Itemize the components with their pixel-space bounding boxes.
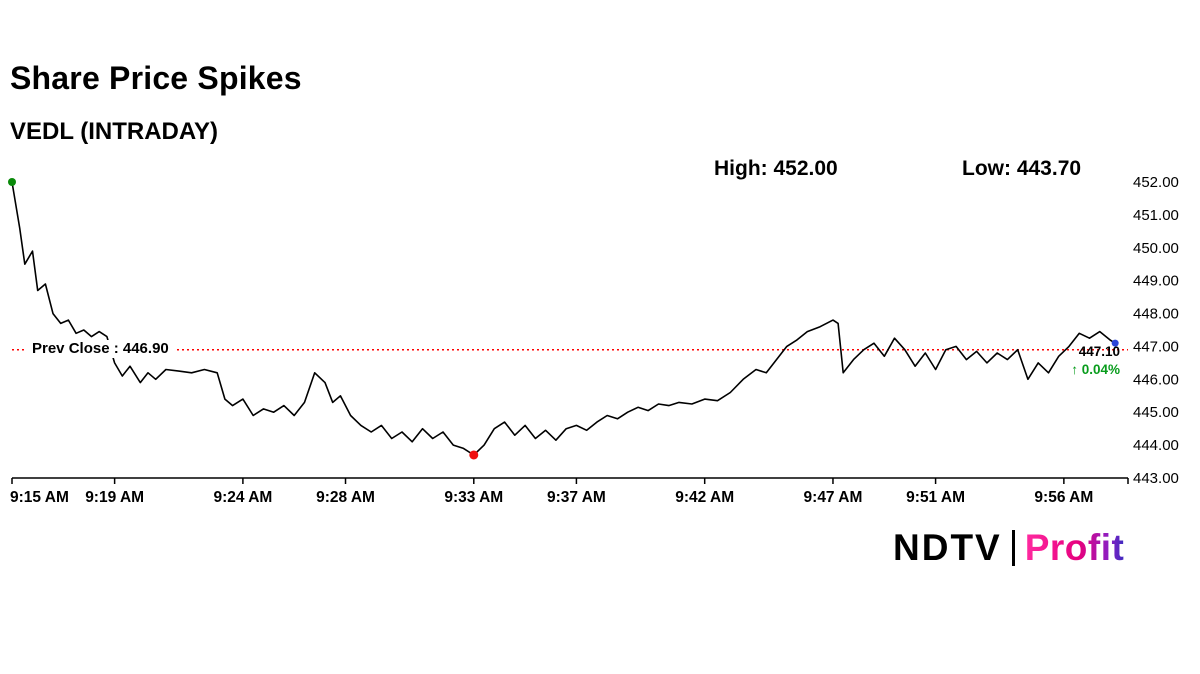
- y-axis-label: 447.00: [1133, 338, 1179, 355]
- x-axis-label: 9:56 AM: [1034, 489, 1093, 506]
- low-marker: [469, 450, 479, 460]
- low-value-label: Low: 443.70: [962, 157, 1082, 180]
- end-marker: [1111, 339, 1119, 347]
- last-price-label: 447.10: [1078, 344, 1120, 359]
- x-axis-label: 9:15 AM: [10, 489, 69, 506]
- brand-ndtv: NDTV: [893, 527, 1002, 568]
- x-axis-label: 9:33 AM: [444, 489, 503, 506]
- y-axis-label: 450.00: [1133, 240, 1179, 257]
- price-line: [11, 181, 1116, 456]
- chart-title: Share Price Spikes: [10, 60, 302, 96]
- brand-profit: Profit: [1024, 527, 1125, 568]
- brand-separator-bar: [1011, 530, 1015, 566]
- y-axis-label: 451.00: [1133, 207, 1179, 224]
- prev-close-label: Prev Close : 446.90: [26, 340, 175, 358]
- y-axis-label: 443.00: [1133, 470, 1179, 487]
- x-axis-label: 9:37 AM: [547, 489, 606, 506]
- x-axis-label: 9:47 AM: [804, 489, 863, 506]
- ndtv-profit-logo: NDTV Profit: [893, 527, 1124, 569]
- y-axis-label: 448.00: [1133, 306, 1179, 323]
- y-axis-label: 452.00: [1133, 174, 1179, 191]
- chart-subtitle: VEDL (INTRADAY): [10, 118, 219, 145]
- y-axis-label: 449.00: [1133, 273, 1179, 290]
- x-axis-label: 9:24 AM: [213, 489, 272, 506]
- y-axis-label: 446.00: [1133, 371, 1179, 388]
- x-axis-label: 9:42 AM: [675, 489, 734, 506]
- y-axis-label: 445.00: [1133, 404, 1179, 421]
- x-axis-label: 9:28 AM: [316, 489, 375, 506]
- high-value-label: High: 452.00: [714, 157, 838, 180]
- y-axis-label: 444.00: [1133, 437, 1179, 454]
- x-axis-label: 9:51 AM: [906, 489, 965, 506]
- start-marker: [8, 178, 16, 186]
- x-axis-label: 9:19 AM: [85, 489, 144, 506]
- change-percent-label: ↑ 0.04%: [1071, 362, 1120, 377]
